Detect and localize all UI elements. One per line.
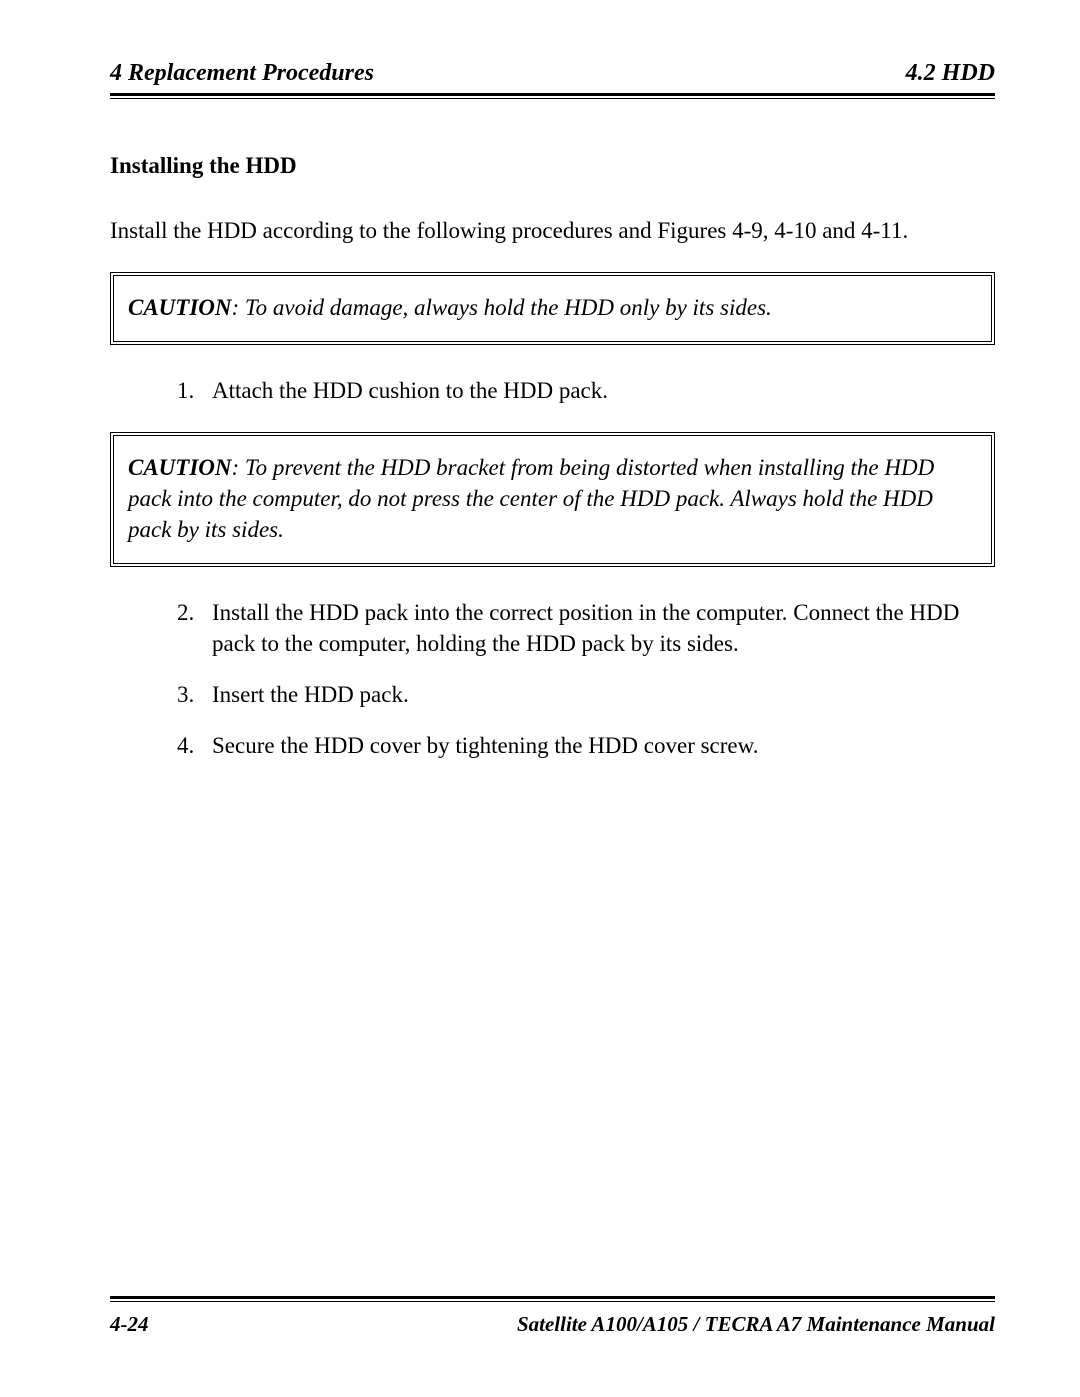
header-rule-thick [110, 93, 995, 96]
intro-paragraph: Install the HDD according to the followi… [110, 215, 995, 246]
header-left: 4 Replacement Procedures [110, 60, 374, 87]
caution-text: : To avoid damage, always hold the HDD o… [232, 295, 772, 320]
header-rule-thin [110, 98, 995, 99]
footer-row: 4-24 Satellite A100/A105 / TECRA A7 Main… [110, 1312, 995, 1337]
page: 4 Replacement Procedures 4.2 HDD Install… [110, 60, 995, 1337]
list-item: Insert the HDD pack. [200, 679, 995, 710]
page-footer: 4-24 Satellite A100/A105 / TECRA A7 Main… [110, 1296, 995, 1337]
caution-label: CAUTION [128, 295, 232, 320]
footer-left: 4-24 [110, 1312, 149, 1337]
footer-right: Satellite A100/A105 / TECRA A7 Maintenan… [517, 1312, 995, 1337]
caution-box-2: CAUTION: To prevent the HDD bracket from… [110, 432, 995, 567]
list-item: Secure the HDD cover by tightening the H… [200, 730, 995, 761]
caution-text: : To prevent the HDD bracket from being … [128, 455, 934, 542]
list-item: Attach the HDD cushion to the HDD pack. [200, 375, 995, 406]
caution-label: CAUTION [128, 455, 232, 480]
ordered-steps-a: Attach the HDD cushion to the HDD pack. [200, 375, 995, 406]
ordered-steps-b: Install the HDD pack into the correct po… [200, 597, 995, 761]
header-right: 4.2 HDD [906, 60, 995, 87]
section-title: Installing the HDD [110, 153, 995, 179]
footer-rule-thick [110, 1296, 995, 1299]
caution-box-1: CAUTION: To avoid damage, always hold th… [110, 272, 995, 345]
footer-rule-thin [110, 1301, 995, 1302]
page-header: 4 Replacement Procedures 4.2 HDD [110, 60, 995, 93]
list-item: Install the HDD pack into the correct po… [200, 597, 995, 659]
